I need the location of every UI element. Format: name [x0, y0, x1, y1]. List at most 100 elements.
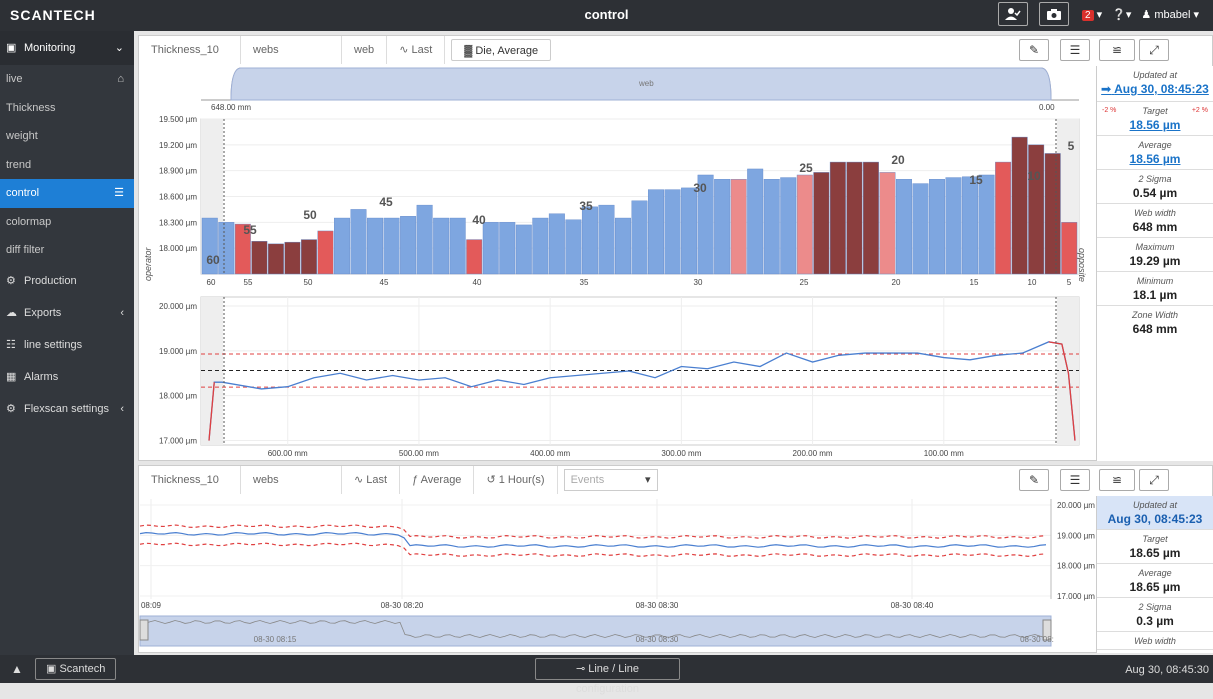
stat-value[interactable]: 18.56 µm — [1129, 152, 1181, 166]
expand-button[interactable]: ⤢ — [1139, 39, 1169, 61]
stat-average: Average 18.56 µm — [1097, 136, 1213, 170]
y-tick-label: 18.000 µm — [159, 244, 197, 253]
trend-panel-bottom: Thickness_10 webs ∿ Last ƒ Average ↺ 1 H… — [138, 465, 1213, 653]
x-tick-label: 45 — [380, 278, 389, 287]
tab-average[interactable]: ƒ Average — [400, 466, 475, 494]
menu-button[interactable]: ☰ — [1060, 469, 1090, 491]
stat-target: -2 % +2 % Target 18.56 µm — [1097, 102, 1213, 136]
sidebar-item-label: Flexscan settings — [24, 402, 109, 415]
x-tick-label: 500.00 mm — [399, 449, 439, 458]
x-tick-label: 60 — [207, 278, 216, 287]
stat-updated: Updated at Aug 30, 08:45:23 — [1097, 496, 1213, 530]
bottom-bar: ▲ ▣ Scantech ⊸ Line / Line configuration… — [0, 655, 1213, 695]
stat-label: Updated at — [1132, 500, 1178, 510]
bar — [466, 239, 483, 275]
sidebar-item-diff-filter[interactable]: diff filter — [0, 236, 134, 265]
lower-limit-line — [139, 542, 1047, 557]
y-tick-label: 19.000 µm — [159, 347, 197, 356]
expand-button[interactable]: ⤢ — [1139, 469, 1169, 491]
sidebar-exports[interactable]: ☁ Exports ‹ — [0, 297, 134, 329]
y-tick-label: 20.000 µm — [159, 302, 197, 311]
filter-icon: ≌ — [1111, 473, 1123, 487]
pencil-icon: ✎ — [1028, 43, 1040, 57]
bar — [747, 168, 764, 275]
stat-value: 0.54 µm — [1132, 186, 1178, 200]
bar — [895, 179, 912, 275]
bar — [862, 161, 879, 275]
sidebar-production[interactable]: ⚙ Production — [0, 265, 134, 297]
pulse-icon: ∿ — [399, 44, 409, 56]
function-icon: ƒ — [412, 474, 419, 486]
x-tick-label: 10 — [1028, 278, 1037, 287]
monitor-icon: ▣ — [6, 42, 17, 54]
bar — [879, 172, 896, 275]
collapse-icon[interactable]: ▲ — [11, 662, 23, 676]
sidebar-item-colormap[interactable]: colormap — [0, 208, 134, 237]
tab-webs[interactable]: webs — [241, 466, 342, 494]
tolerance-minus: -2 % — [1102, 107, 1117, 114]
edit-button[interactable]: ✎ — [1019, 39, 1049, 61]
tab-last-label: Last — [366, 474, 388, 486]
bar — [284, 241, 301, 275]
tab-webs[interactable]: webs — [241, 36, 342, 64]
tab-thickness[interactable]: Thickness_10 — [139, 466, 241, 494]
sidebar-alarms[interactable]: ▦ Alarms — [0, 361, 134, 393]
bar — [813, 172, 830, 275]
sidebar-item-trend[interactable]: trend — [0, 151, 134, 180]
notification-menu[interactable]: 2 ▾ — [1082, 8, 1102, 21]
bar — [201, 217, 218, 275]
events-select[interactable]: Events ▾ — [563, 469, 658, 491]
zone-annotation: 20 — [891, 153, 905, 167]
filter-button[interactable]: ≌ — [1099, 39, 1135, 61]
bar — [697, 174, 714, 275]
navigator-label: 08-30 08:30 — [636, 635, 679, 644]
bar — [615, 217, 631, 275]
tab-thickness[interactable]: Thickness_10 — [139, 36, 241, 64]
stat-sigma: 2 Sigma 0.3 µm — [1097, 598, 1213, 632]
sidebar-item-thickness[interactable]: Thickness — [0, 94, 134, 123]
zone-annotation: 5 — [1068, 139, 1075, 153]
tab-web[interactable]: web — [342, 36, 388, 64]
sidebar-monitoring[interactable]: ▣ Monitoring ⌄ — [0, 31, 134, 65]
user-check-button[interactable] — [998, 2, 1028, 26]
x-tick-label: 08:09 — [141, 601, 162, 610]
stat-updated: Updated at ➟ Aug 30, 08:45:23 — [1097, 66, 1213, 102]
sidebar-flexscan-settings[interactable]: ⚙ Flexscan settings ‹ — [0, 393, 134, 425]
opposite-side-label: opposite — [1077, 248, 1087, 283]
sidebar-line-settings[interactable]: ☷ line settings — [0, 329, 134, 361]
line-config-button[interactable]: ⊸ Line / Line configuration — [535, 658, 680, 695]
stat-value[interactable]: 18.56 µm — [1129, 118, 1181, 132]
bar — [730, 179, 747, 275]
tab-period[interactable]: ↺ 1 Hour(s) — [474, 466, 558, 494]
tab-last[interactable]: ∿ Last — [342, 466, 401, 494]
bar — [846, 161, 863, 275]
x-tick-label: 35 — [580, 278, 589, 287]
tab-die-average[interactable]: ▓ Die, Average — [451, 39, 552, 61]
bar — [978, 174, 995, 275]
user-name: mbabel — [1154, 9, 1191, 21]
scantech-button[interactable]: ▣ Scantech — [35, 658, 117, 680]
sidebar-item-label: trend — [6, 158, 32, 171]
sidebar-item-weight[interactable]: weight — [0, 122, 134, 151]
filter-button[interactable]: ≌ — [1099, 469, 1135, 491]
sidebar-item-control[interactable]: control ☰ — [0, 179, 134, 208]
sidebar-item-label: line settings — [24, 338, 83, 351]
x-tick-label: 30 — [694, 278, 703, 287]
help-menu[interactable]: ❔▾ — [1112, 8, 1131, 21]
x-tick-label: 08-30 08:30 — [636, 601, 679, 610]
sidebar-item-live[interactable]: live ⌂ — [0, 65, 134, 94]
user-menu[interactable]: ♟ mbabel ▾ — [1141, 8, 1199, 21]
x-tick-label: 100.00 mm — [924, 449, 964, 458]
menu-button[interactable]: ☰ — [1060, 39, 1090, 61]
tab-last[interactable]: ∿ Last — [387, 36, 446, 64]
web-left-label: 648.00 mm — [211, 103, 251, 112]
home-icon: ⌂ — [117, 73, 124, 85]
screenshot-button[interactable] — [1039, 2, 1069, 26]
x-tick-label: 50 — [304, 278, 313, 287]
sidebar-item-label: Alarms — [24, 370, 59, 383]
edit-button[interactable]: ✎ — [1019, 469, 1049, 491]
stat-label: Target — [1142, 106, 1168, 116]
web-label: web — [638, 79, 654, 88]
stat-value[interactable]: ➟ Aug 30, 08:45:23 — [1097, 82, 1213, 96]
menu-icon: ☰ — [1069, 473, 1081, 487]
